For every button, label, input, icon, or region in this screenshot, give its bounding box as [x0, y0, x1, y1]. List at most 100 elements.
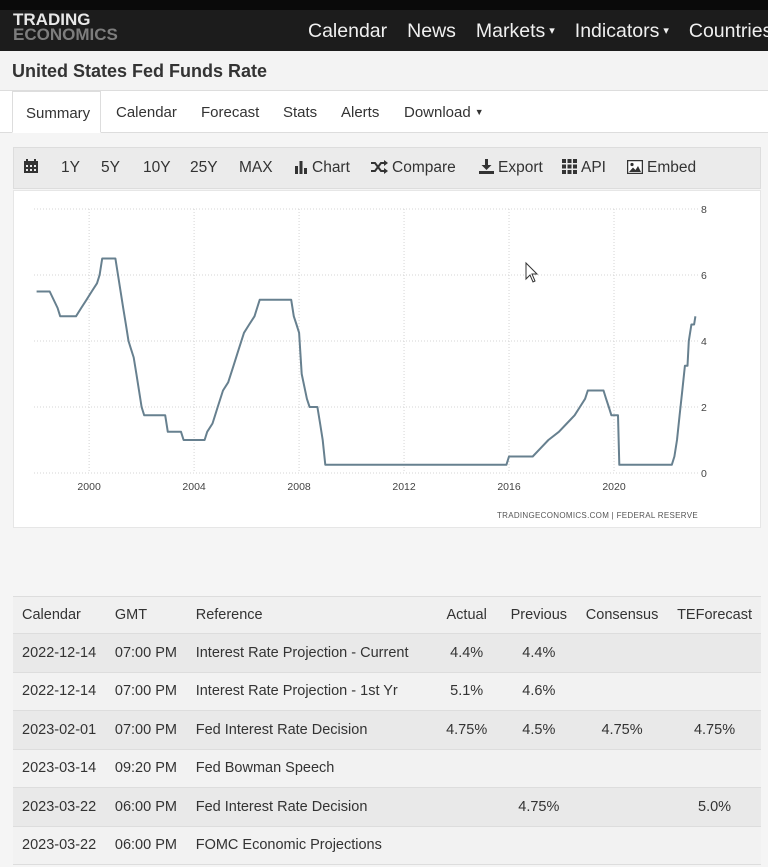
- col-header-actual: Actual: [431, 596, 502, 634]
- y-tick-label: 8: [701, 204, 707, 216]
- cell-date: 2022-12-14: [13, 672, 106, 711]
- compare-button-label: Compare: [392, 159, 456, 176]
- table-row[interactable]: 2022-12-14 07:00 PM Interest Rate Projecti…: [13, 672, 761, 711]
- tab-stats[interactable]: Stats: [283, 104, 317, 121]
- cell-actual: [431, 787, 502, 827]
- cell-date: 2022-12-14: [13, 633, 106, 673]
- cell-consensus: [576, 633, 669, 673]
- compare-button[interactable]: Compare: [370, 159, 456, 177]
- range-5y-button[interactable]: 5Y: [101, 159, 120, 176]
- mouse-cursor-icon: [525, 261, 539, 283]
- tab-calendar[interactable]: Calendar: [116, 104, 177, 121]
- tab-alerts-label: Alerts: [341, 104, 380, 121]
- x-tick-label: 2012: [392, 481, 416, 493]
- table-row[interactable]: 2023-02-01 07:00 PM Fed Interest Rate Deci…: [13, 710, 761, 750]
- tab-stats-label: Stats: [283, 104, 318, 121]
- fed-funds-rate-line: [36, 257, 697, 466]
- cell-reference[interactable]: Fed Interest Rate Decision: [186, 710, 432, 750]
- cell-time: 07:00 PM: [105, 710, 187, 750]
- table-body: 2022-12-14 07:00 PM Interest Rate Projecti…: [13, 633, 761, 865]
- cell-actual: [431, 749, 502, 788]
- cell-time: 09:20 PM: [105, 749, 187, 788]
- cell-consensus: [576, 672, 669, 711]
- range-max-button[interactable]: MAX: [239, 159, 273, 176]
- cell-date: 2023-03-22: [13, 787, 106, 827]
- shuffle-icon: [371, 160, 388, 174]
- chart-toolbar: 1Y 5Y 10Y 25Y MAX Chart Compare Export A…: [13, 147, 761, 189]
- cell-reference[interactable]: Fed Interest Rate Decision: [186, 787, 432, 827]
- embed-button[interactable]: Embed: [626, 159, 697, 177]
- chart-source-text: TRADINGECONOMICS.COM | FEDERAL RESERVE: [497, 511, 698, 520]
- nav-calendar-label: Calendar: [308, 20, 388, 42]
- cell-teforecast: 4.75%: [668, 710, 761, 750]
- tab-forecast[interactable]: Forecast: [201, 104, 259, 121]
- tab-summary[interactable]: Summary: [12, 91, 102, 133]
- cell-reference[interactable]: FOMC Economic Projections: [186, 826, 432, 865]
- y-tick-label: 4: [701, 336, 707, 348]
- nav-news[interactable]: News: [407, 20, 456, 43]
- tab-download-label: Download: [404, 104, 471, 121]
- cell-reference[interactable]: Interest Rate Projection - Current: [186, 633, 432, 673]
- site-logo[interactable]: TRADING ECONOMICS: [13, 11, 118, 44]
- table-row[interactable]: 2023-03-14 09:20 PM Fed Bowman Speech: [13, 749, 761, 788]
- top-navbar: TRADING ECONOMICS Calendar News Markets ▾…: [0, 0, 768, 51]
- main-nav: Calendar News Markets ▾ Indicators ▾ Count…: [308, 20, 768, 43]
- calendar-icon[interactable]: [23, 158, 43, 177]
- download-icon: [479, 159, 494, 174]
- cell-time: 07:00 PM: [105, 633, 187, 673]
- nav-indicators[interactable]: Indicators ▾: [575, 20, 669, 43]
- col-header-gmt: GMT: [105, 596, 187, 634]
- cell-time: 06:00 PM: [105, 826, 187, 865]
- y-tick-label: 6: [701, 270, 707, 282]
- col-header-reference: Reference: [186, 596, 432, 634]
- cell-teforecast: [668, 826, 761, 865]
- cell-actual: [431, 826, 502, 865]
- bar-chart-icon: [295, 161, 307, 174]
- table-row[interactable]: 2023-03-22 06:00 PM Fed Interest Rate Deci…: [13, 787, 761, 827]
- x-tick-label: 2004: [182, 481, 206, 493]
- cell-teforecast: [668, 749, 761, 788]
- table-row[interactable]: 2022-12-14 07:00 PM Interest Rate Projecti…: [13, 633, 761, 673]
- caret-down-icon: ▾: [663, 25, 669, 37]
- nav-markets[interactable]: Markets ▾: [476, 20, 555, 43]
- col-header-teforecast: TEForecast: [668, 596, 761, 634]
- line-chart-svg: 0 2 4 6 8 2000 2004 2008 2012 2016 2020 TRADINGECON…: [34, 204, 707, 520]
- indicator-tabs: Summary Calendar Forecast Stats Alerts D…: [0, 91, 768, 133]
- image-icon: [626, 159, 644, 175]
- cell-actual: 5.1%: [431, 672, 502, 711]
- x-tick-label: 2000: [77, 481, 101, 493]
- api-button[interactable]: API: [562, 159, 606, 177]
- range-1y-button[interactable]: 1Y: [61, 159, 80, 176]
- chart-button-label: Chart: [312, 159, 350, 176]
- x-tick-label: 2020: [602, 481, 626, 493]
- chart-button[interactable]: Chart: [294, 159, 350, 177]
- cell-teforecast: 5.0%: [668, 787, 761, 827]
- tab-calendar-label: Calendar: [116, 104, 177, 121]
- caret-down-icon: ▾: [549, 25, 555, 37]
- tab-download[interactable]: Download ▼: [404, 104, 484, 121]
- range-10y-button[interactable]: 10Y: [143, 159, 171, 176]
- cell-teforecast: [668, 633, 761, 673]
- tab-alerts[interactable]: Alerts: [341, 104, 379, 121]
- tab-forecast-label: Forecast: [201, 104, 260, 121]
- range-25y-button[interactable]: 25Y: [190, 159, 218, 176]
- cell-date: 2023-03-22: [13, 826, 106, 865]
- export-button[interactable]: Export: [479, 159, 543, 177]
- cell-previous: 4.4%: [501, 633, 577, 673]
- export-button-label: Export: [498, 159, 543, 176]
- cell-actual: 4.75%: [431, 710, 502, 750]
- embed-button-label: Embed: [647, 159, 697, 176]
- x-tick-label: 2008: [287, 481, 311, 493]
- logo-line-2: ECONOMICS: [13, 25, 118, 44]
- cell-teforecast: [668, 672, 761, 711]
- col-header-previous: Previous: [501, 596, 577, 634]
- nav-countries[interactable]: Countries: [689, 20, 768, 43]
- table-row[interactable]: 2023-03-22 06:00 PM FOMC Economic Projecti…: [13, 826, 761, 865]
- cell-reference[interactable]: Interest Rate Projection - 1st Yr: [186, 672, 432, 711]
- calendar-table: Calendar GMT Reference Actual Previous C…: [13, 596, 761, 865]
- cell-reference[interactable]: Fed Bowman Speech: [186, 749, 432, 788]
- nav-calendar[interactable]: Calendar: [308, 20, 387, 43]
- cell-previous: 4.75%: [501, 787, 577, 827]
- y-tick-label: 0: [701, 468, 707, 480]
- tab-summary-label: Summary: [26, 105, 91, 122]
